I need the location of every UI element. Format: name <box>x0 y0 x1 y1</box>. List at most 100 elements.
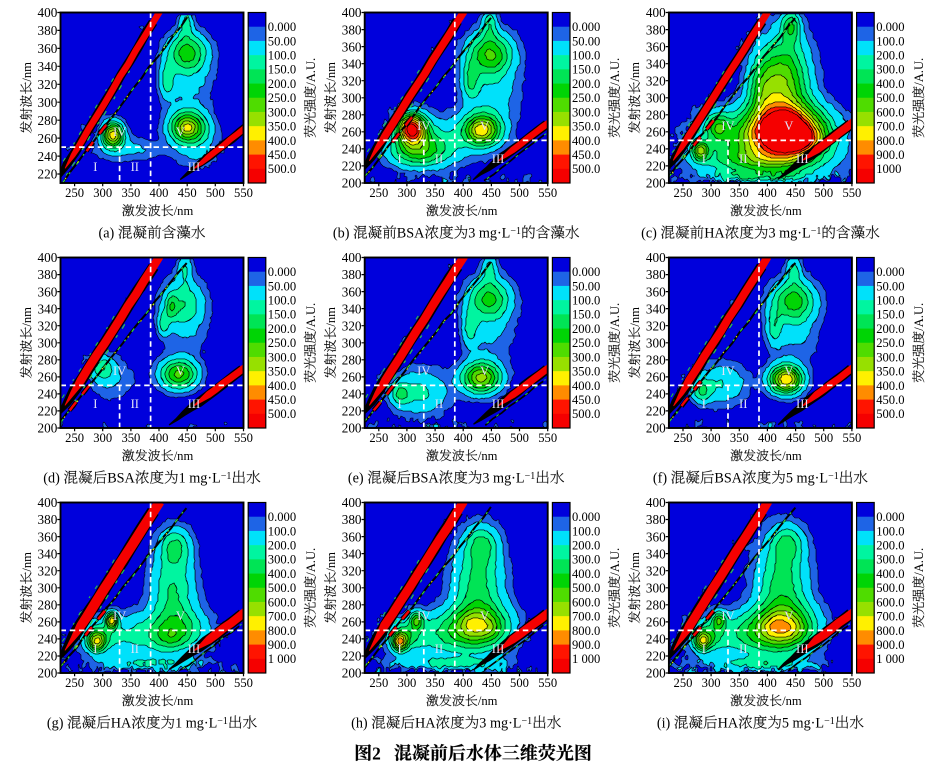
svg-text:900.0: 900.0 <box>876 148 904 162</box>
svg-text:340: 340 <box>38 301 58 316</box>
svg-text:350.0: 350.0 <box>268 120 296 134</box>
svg-text:0.000: 0.000 <box>572 265 600 279</box>
svg-text:280: 280 <box>38 353 58 368</box>
svg-text:100.0: 100.0 <box>572 524 600 538</box>
svg-text:260: 260 <box>646 615 666 630</box>
svg-text:280: 280 <box>38 598 58 613</box>
svg-text:/nm: /nm <box>324 62 338 82</box>
svg-text:240: 240 <box>38 632 58 647</box>
svg-text:200.0: 200.0 <box>572 77 600 91</box>
svg-text:III: III <box>796 642 809 656</box>
svg-text:−1: −1 <box>811 226 822 237</box>
svg-text:500.0: 500.0 <box>572 162 600 176</box>
svg-text:I: I <box>93 160 97 174</box>
svg-text:/nm: /nm <box>628 552 642 572</box>
svg-text:400: 400 <box>150 186 169 200</box>
svg-text:220: 220 <box>342 649 362 664</box>
svg-text:III: III <box>492 642 505 656</box>
svg-text:240: 240 <box>342 142 362 157</box>
svg-text:400.0: 400.0 <box>268 567 296 581</box>
svg-text:(d): (d) <box>43 471 60 487</box>
svg-text:550: 550 <box>538 676 557 690</box>
svg-text:400: 400 <box>38 5 58 20</box>
svg-text:320: 320 <box>38 77 58 92</box>
svg-text:I: I <box>93 397 97 411</box>
svg-text:400: 400 <box>758 186 777 200</box>
svg-text:500: 500 <box>814 186 833 200</box>
svg-text:/nm: /nm <box>478 204 498 218</box>
svg-text:400: 400 <box>342 250 362 265</box>
svg-text:/nm: /nm <box>174 449 194 463</box>
svg-text:550: 550 <box>234 431 253 445</box>
svg-text:500.0: 500.0 <box>876 91 904 105</box>
svg-text:I: I <box>397 152 401 166</box>
svg-text:250.0: 250.0 <box>876 336 904 350</box>
svg-text:400.0: 400.0 <box>876 77 904 91</box>
svg-text:−1: −1 <box>824 716 835 727</box>
svg-text:220: 220 <box>646 404 666 419</box>
svg-text:/nm: /nm <box>478 694 498 708</box>
svg-text:350: 350 <box>426 431 445 445</box>
svg-text:5 mg·L: 5 mg·L <box>786 471 828 487</box>
svg-text:550: 550 <box>234 186 253 200</box>
svg-text:300: 300 <box>38 581 58 596</box>
svg-text:200.0: 200.0 <box>876 49 904 63</box>
svg-text:550: 550 <box>234 676 253 690</box>
svg-text:HA: HA <box>704 226 725 242</box>
svg-text:200: 200 <box>646 421 666 436</box>
svg-text:340: 340 <box>342 546 362 561</box>
svg-text:/nm: /nm <box>20 62 34 82</box>
svg-text:250: 250 <box>369 676 388 690</box>
svg-text:III: III <box>188 397 201 411</box>
svg-text:−1: −1 <box>525 471 536 482</box>
svg-text:(b): (b) <box>333 226 350 242</box>
svg-text:300.0: 300.0 <box>572 350 600 364</box>
svg-text:IV: IV <box>721 119 734 133</box>
svg-text:450.0: 450.0 <box>268 393 296 407</box>
svg-text:500: 500 <box>510 676 529 690</box>
svg-text:360: 360 <box>342 39 362 54</box>
svg-text:II: II <box>739 397 747 411</box>
svg-text:260: 260 <box>646 370 666 385</box>
svg-text:380: 380 <box>342 22 362 37</box>
svg-text:320: 320 <box>342 318 362 333</box>
svg-text:1 mg·L: 1 mg·L <box>179 471 221 487</box>
svg-text:550: 550 <box>842 186 861 200</box>
svg-text:400.0: 400.0 <box>268 379 296 393</box>
svg-text:/A.U.: /A.U. <box>608 548 622 576</box>
svg-text:0.000: 0.000 <box>268 20 296 34</box>
svg-text:/nm: /nm <box>174 694 194 708</box>
svg-text:220: 220 <box>38 167 58 182</box>
svg-text:340: 340 <box>646 546 666 561</box>
svg-text:2: 2 <box>372 743 381 763</box>
svg-text:400: 400 <box>454 186 473 200</box>
svg-text:300: 300 <box>38 95 58 110</box>
svg-text:200.0: 200.0 <box>876 539 904 553</box>
svg-text:V: V <box>784 609 793 623</box>
svg-text:360: 360 <box>646 284 666 299</box>
svg-text:450: 450 <box>178 676 197 690</box>
svg-text:450: 450 <box>482 186 501 200</box>
svg-text:0.000: 0.000 <box>268 510 296 524</box>
svg-text:360: 360 <box>342 284 362 299</box>
svg-text:HA: HA <box>718 716 739 732</box>
svg-text:450: 450 <box>786 676 805 690</box>
svg-text:400.0: 400.0 <box>572 134 600 148</box>
svg-text:300: 300 <box>342 581 362 596</box>
svg-text:450: 450 <box>178 186 197 200</box>
svg-text:50.00: 50.00 <box>572 279 600 293</box>
svg-text:200.0: 200.0 <box>268 77 296 91</box>
svg-text:200: 200 <box>38 421 58 436</box>
svg-text:3 mg·L: 3 mg·L <box>482 471 524 487</box>
svg-text:(i): (i) <box>657 716 671 732</box>
svg-text:IV: IV <box>417 119 430 133</box>
svg-text:III: III <box>796 152 809 166</box>
svg-text:(h): (h) <box>351 716 368 732</box>
svg-text:400.0: 400.0 <box>876 379 904 393</box>
svg-text:360: 360 <box>38 41 58 56</box>
svg-text:350: 350 <box>121 431 140 445</box>
svg-text:400: 400 <box>38 495 58 510</box>
svg-text:/nm: /nm <box>782 204 802 218</box>
svg-text:V: V <box>480 119 489 133</box>
svg-text:800.0: 800.0 <box>876 134 904 148</box>
